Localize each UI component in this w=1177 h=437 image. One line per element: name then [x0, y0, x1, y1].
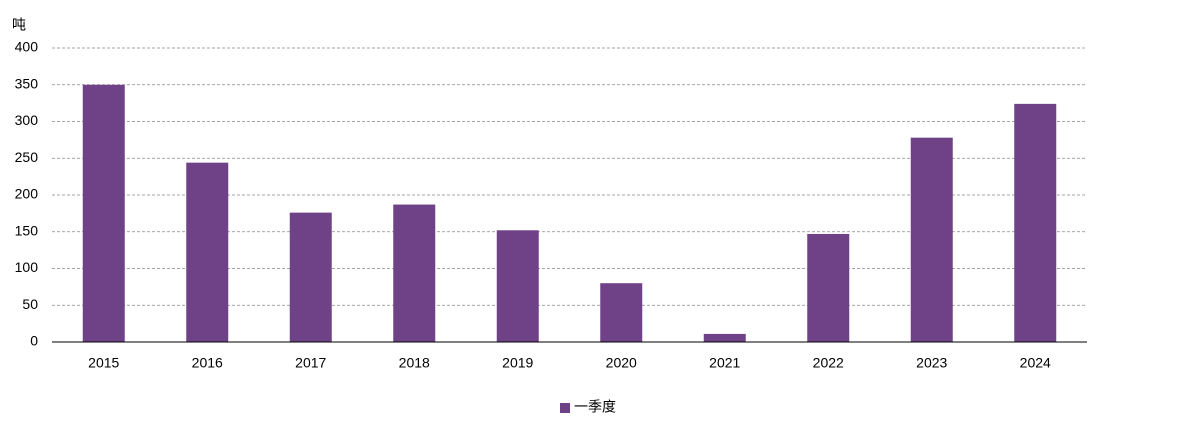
x-tick-label: 2016: [192, 355, 223, 371]
y-tick-label: 350: [15, 75, 39, 91]
x-tick-label: 2024: [1020, 355, 1051, 371]
legend-swatch: [560, 403, 570, 413]
bar: [289, 212, 332, 342]
y-tick-label: 300: [15, 112, 39, 128]
bar: [82, 84, 125, 342]
x-tick-label: 2021: [709, 355, 740, 371]
y-tick-label: 250: [15, 149, 39, 165]
bar: [496, 230, 539, 342]
x-tick-label: 2020: [606, 355, 637, 371]
bar: [910, 137, 953, 342]
legend-label: 一季度: [574, 399, 616, 415]
y-tick-label: 400: [15, 39, 39, 55]
bar: [600, 283, 643, 342]
x-tick-label: 2018: [399, 355, 430, 371]
y-tick-label: 100: [15, 259, 39, 275]
x-tick-label: 2023: [916, 355, 947, 371]
y-tick-label: 0: [30, 333, 38, 349]
y-tick-label: 150: [15, 222, 39, 238]
y-tick-label: 50: [22, 296, 38, 312]
x-tick-label: 2022: [813, 355, 844, 371]
y-axis-label: 吨: [12, 17, 26, 33]
bar: [703, 333, 746, 342]
x-tick-label: 2019: [502, 355, 533, 371]
y-tick-label: 200: [15, 186, 39, 202]
bar: [186, 162, 229, 342]
x-tick-label: 2015: [88, 355, 119, 371]
x-tick-label: 2017: [295, 355, 326, 371]
bar: [1014, 103, 1057, 342]
bar: [393, 204, 436, 342]
bar: [807, 233, 850, 342]
